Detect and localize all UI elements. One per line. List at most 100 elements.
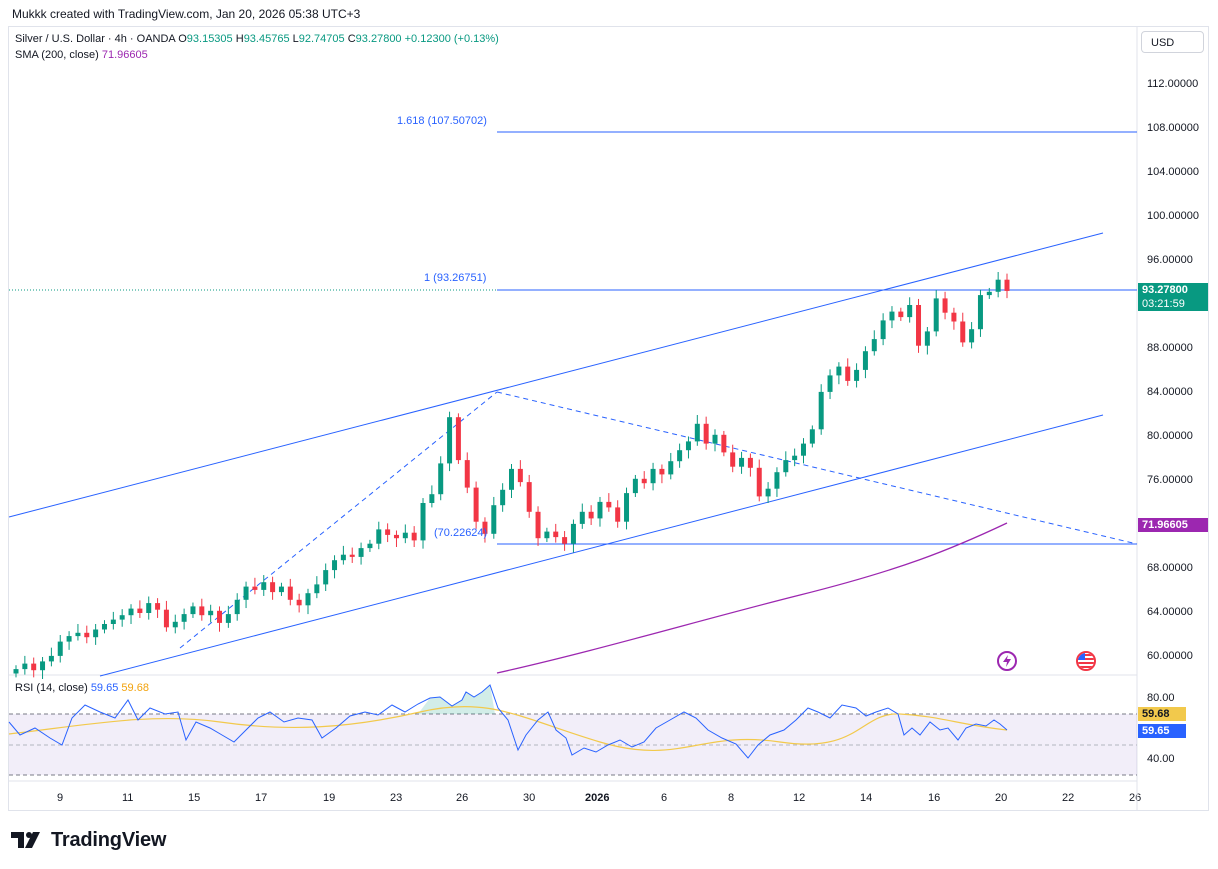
time-tick: 22 bbox=[1062, 792, 1075, 804]
candle-body bbox=[137, 608, 143, 613]
candle-body bbox=[278, 586, 284, 593]
sma-price-tag: 71.96605 bbox=[1138, 518, 1208, 532]
candle-body bbox=[562, 537, 568, 544]
candle-body bbox=[597, 501, 603, 519]
candle-body bbox=[641, 478, 647, 484]
candle-body bbox=[473, 487, 479, 522]
candle-body bbox=[579, 511, 585, 524]
rsi-tick: 80.00 bbox=[1147, 692, 1175, 704]
candle-body bbox=[668, 461, 674, 475]
fib-1618-label: 1.618 (107.50702) bbox=[397, 115, 487, 127]
trend-dashed-up bbox=[179, 391, 498, 649]
channel-lower-line bbox=[99, 414, 1104, 677]
candle-body bbox=[880, 320, 886, 340]
candle-body bbox=[84, 632, 90, 638]
candle-body bbox=[349, 554, 355, 557]
candle-body bbox=[624, 493, 630, 522]
candle-body bbox=[447, 417, 453, 464]
candle-body bbox=[420, 503, 426, 541]
candle-body bbox=[712, 434, 718, 444]
chart-frame bbox=[8, 26, 1209, 811]
candle-body bbox=[544, 531, 550, 539]
candle-body bbox=[615, 507, 621, 522]
channel-upper-line bbox=[8, 232, 1104, 518]
candle-body bbox=[685, 441, 691, 451]
time-tick: 6 bbox=[661, 792, 668, 804]
candle-body bbox=[969, 329, 975, 343]
time-tick: 23 bbox=[390, 792, 403, 804]
candle-body bbox=[181, 614, 187, 622]
candle-body bbox=[942, 298, 948, 313]
candle-body bbox=[101, 624, 107, 630]
candle-body bbox=[854, 369, 860, 381]
last-price-tag: 93.27800 bbox=[1138, 283, 1208, 297]
candle-body bbox=[783, 460, 789, 473]
candle-body bbox=[933, 298, 939, 332]
sma-200-line bbox=[496, 522, 1008, 674]
candle-body bbox=[1004, 279, 1010, 291]
candle-body bbox=[332, 560, 338, 571]
time-tick: 17 bbox=[255, 792, 268, 804]
candle-body bbox=[234, 599, 240, 615]
candle-body bbox=[75, 632, 81, 637]
rsi-label: RSI (14, close) bbox=[15, 682, 88, 694]
candles-group bbox=[13, 272, 1010, 679]
candle-body bbox=[48, 655, 54, 662]
candle-body bbox=[800, 443, 806, 456]
price-tick: 84.00000 bbox=[1147, 386, 1193, 398]
high-value: 93.45765 bbox=[243, 33, 290, 45]
candle-body bbox=[747, 457, 753, 468]
candle-body bbox=[270, 582, 276, 593]
fib-0-label: (70.22624) bbox=[434, 527, 488, 539]
candle-body bbox=[217, 610, 223, 623]
main-legend: Silver / U.S. Dollar · 4h · OANDA O93.15… bbox=[15, 33, 499, 45]
candle-body bbox=[93, 629, 99, 638]
candle-body bbox=[110, 619, 116, 624]
trend-dashed-down bbox=[496, 391, 1138, 545]
sma-label: SMA (200, close) bbox=[15, 49, 99, 61]
candle-body bbox=[951, 312, 957, 322]
currency-button[interactable]: USD bbox=[1141, 31, 1204, 53]
candle-body bbox=[376, 529, 382, 544]
candle-body bbox=[323, 570, 329, 585]
candle-body bbox=[871, 339, 877, 352]
candle-body bbox=[721, 434, 727, 453]
candle-body bbox=[535, 511, 541, 539]
candle-body bbox=[163, 609, 169, 628]
tradingview-logo[interactable]: TradingView bbox=[11, 826, 166, 854]
candle-body bbox=[986, 291, 992, 296]
candle-body bbox=[155, 603, 161, 610]
rsi-ma-value: 59.68 bbox=[121, 682, 149, 694]
candle-body bbox=[907, 305, 913, 318]
candle-body bbox=[650, 468, 656, 484]
time-tick: 30 bbox=[523, 792, 536, 804]
candle-body bbox=[774, 472, 780, 489]
price-tick: 68.00000 bbox=[1147, 562, 1193, 574]
candle-body bbox=[526, 482, 532, 512]
candle-body bbox=[208, 610, 214, 616]
candle-body bbox=[66, 636, 72, 642]
candle-body bbox=[296, 599, 302, 606]
candle-body bbox=[40, 661, 46, 671]
time-tick: 16 bbox=[928, 792, 941, 804]
candle-body bbox=[588, 511, 594, 519]
time-tick: 20 bbox=[995, 792, 1008, 804]
candle-body bbox=[889, 311, 895, 321]
candle-body bbox=[827, 375, 833, 392]
candle-body bbox=[632, 478, 638, 494]
sma-legend[interactable]: SMA (200, close) 71.96605 bbox=[15, 49, 148, 61]
candle-body bbox=[252, 586, 258, 590]
candle-body bbox=[924, 331, 930, 346]
price-tick: 88.00000 bbox=[1147, 342, 1193, 354]
candle-body bbox=[393, 534, 399, 539]
us-flag-event-icon[interactable] bbox=[1076, 651, 1096, 671]
rsi-ma-tag: 59.68 bbox=[1138, 707, 1186, 721]
candle-body bbox=[261, 582, 267, 590]
candle-body bbox=[977, 295, 983, 330]
candle-body bbox=[146, 603, 152, 613]
lightning-event-icon[interactable] bbox=[997, 651, 1017, 671]
candle-body bbox=[367, 543, 373, 549]
rsi-legend[interactable]: RSI (14, close) 59.65 59.68 bbox=[15, 682, 149, 694]
price-tick: 96.00000 bbox=[1147, 254, 1193, 266]
